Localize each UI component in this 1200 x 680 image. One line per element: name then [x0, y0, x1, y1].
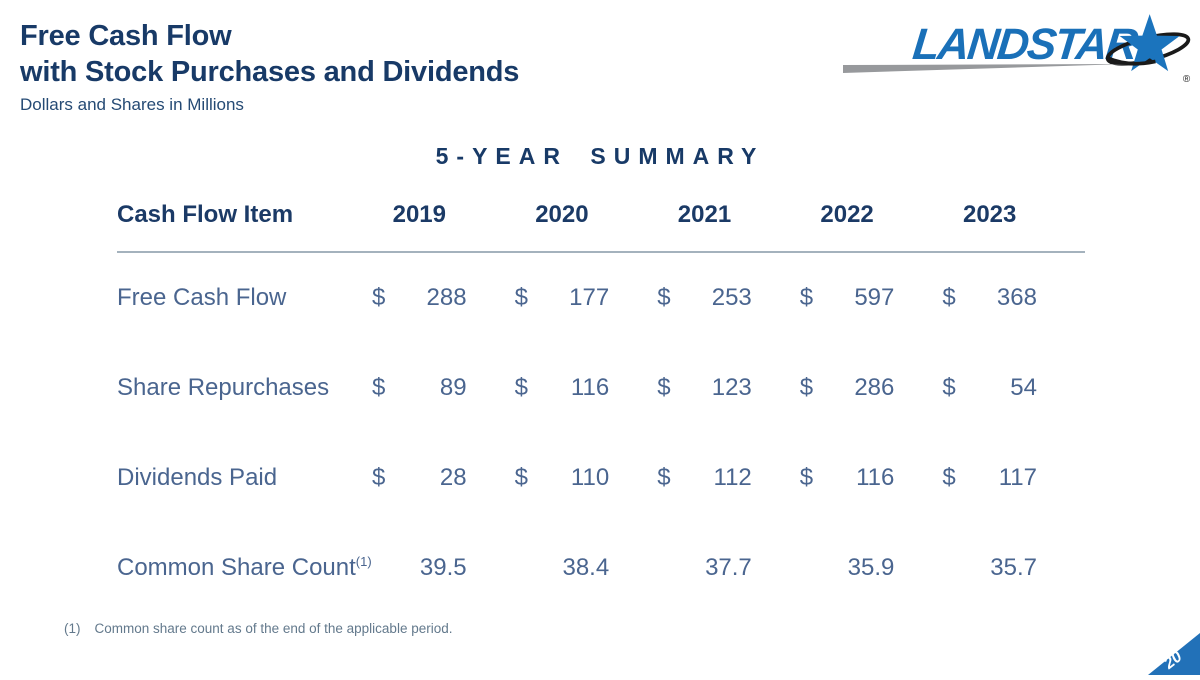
currency-symbol: $ — [942, 374, 956, 401]
value: 117 — [998, 464, 1037, 491]
row-label: Common Share Count(1) — [117, 554, 372, 582]
title-block: Free Cash Flow with Stock Purchases and … — [20, 18, 519, 115]
value: 35.9 — [847, 554, 895, 581]
row-label-text: Common Share Count — [117, 554, 356, 581]
currency-symbol: $ — [657, 464, 671, 491]
currency-symbol: $ — [942, 464, 956, 491]
currency-symbol: $ — [514, 374, 528, 401]
table-header-row: Cash Flow Item 2019 2020 2021 2022 2023 — [117, 196, 1085, 251]
value: 288 — [426, 284, 467, 311]
footnote-text: Common share count as of the end of the … — [94, 621, 453, 636]
row-label: Share Repurchases — [117, 374, 372, 402]
column-header-year-2023: 2023 — [962, 201, 1017, 228]
column-header-year-2022: 2022 — [820, 201, 874, 228]
value-cell: $123 — [657, 374, 800, 402]
value-cell: $28 — [372, 464, 515, 492]
summary-table: Cash Flow Item 2019 2020 2021 2022 2023 … — [117, 196, 1085, 613]
value-cell: $116 — [800, 464, 943, 492]
value: 286 — [854, 374, 895, 401]
landstar-logo: LANDSTAR ® — [840, 12, 1192, 102]
column-header-year-2020: 2020 — [535, 201, 589, 228]
page-corner: 20 — [1148, 633, 1200, 675]
value: 112 — [713, 464, 752, 491]
column-header-year-2019: 2019 — [392, 201, 446, 228]
value-cell: 39.5 — [372, 554, 515, 582]
currency-symbol: $ — [372, 374, 386, 401]
page-corner-triangle: 20 — [1148, 633, 1200, 675]
currency-symbol: $ — [514, 464, 528, 491]
landstar-star-icon: ® — [1105, 14, 1191, 85]
row-label-text: Free Cash Flow — [117, 284, 287, 311]
value: 597 — [854, 284, 895, 311]
value: 110 — [570, 464, 610, 491]
section-heading: 5-YEAR SUMMARY — [435, 143, 765, 169]
currency-symbol: $ — [942, 284, 956, 311]
value-cell: $597 — [800, 284, 943, 312]
value: 39.5 — [419, 554, 467, 581]
table-row-share-repurchases: Share Repurchases $89 $116 $123 $286 $54 — [117, 343, 1085, 433]
value-cell: 38.4 — [515, 554, 658, 582]
subtitle: Dollars and Shares in Millions — [20, 95, 244, 114]
currency-symbol: $ — [799, 284, 814, 311]
table-row-dividends-paid: Dividends Paid $28 $110 $112 $116 $117 — [117, 433, 1085, 523]
currency-symbol: $ — [372, 464, 386, 491]
row-label-text: Dividends Paid — [117, 464, 278, 491]
value: 177 — [569, 284, 610, 311]
row-label: Free Cash Flow — [117, 284, 372, 312]
title-line-1: Free Cash Flow — [20, 20, 232, 52]
value-cell: $253 — [657, 284, 800, 312]
currency-symbol: $ — [799, 374, 814, 401]
footnote-marker: (1) — [64, 621, 81, 636]
currency-symbol: $ — [514, 284, 528, 311]
page-title: Free Cash Flow with Stock Purchases and … — [20, 18, 519, 90]
logo-swoosh — [843, 64, 1127, 73]
value-cell: 35.7 — [942, 554, 1085, 582]
value: 37.7 — [705, 554, 752, 581]
value: 116 — [856, 464, 895, 491]
value-cell: $89 — [372, 374, 515, 402]
currency-symbol: $ — [657, 284, 671, 311]
value: 116 — [570, 374, 610, 401]
value-cell: $112 — [657, 464, 800, 492]
value: 28 — [439, 464, 467, 491]
value-cell: 35.9 — [800, 554, 943, 582]
value-cell: $288 — [372, 284, 515, 312]
currency-symbol: $ — [372, 284, 386, 311]
value-cell: $116 — [515, 374, 658, 402]
value: 89 — [439, 374, 467, 401]
registered-mark: ® — [1183, 74, 1191, 85]
table-row-free-cash-flow: Free Cash Flow $288 $177 $253 $597 $368 — [117, 253, 1085, 343]
row-label-text: Share Repurchases — [117, 374, 330, 401]
value-cell: $110 — [515, 464, 658, 492]
currency-symbol: $ — [799, 464, 814, 491]
value-cell: $117 — [942, 464, 1085, 492]
currency-symbol: $ — [657, 374, 671, 401]
value-cell: $177 — [515, 284, 658, 312]
column-header-year-2021: 2021 — [677, 201, 732, 228]
footnote: (1) Common share count as of the end of … — [64, 621, 452, 636]
table-row-common-share-count: Common Share Count(1) 39.5 38.4 37.7 35.… — [117, 523, 1085, 613]
value-cell: 37.7 — [657, 554, 800, 582]
value: 54 — [1010, 374, 1037, 401]
title-line-2: with Stock Purchases and Dividends — [20, 56, 520, 88]
value-cell: $286 — [800, 374, 943, 402]
value-cell: $368 — [942, 284, 1085, 312]
value: 123 — [711, 374, 752, 401]
row-label: Dividends Paid — [117, 464, 372, 492]
value: 368 — [996, 284, 1037, 311]
column-header-item: Cash Flow Item — [117, 201, 294, 228]
header-divider — [117, 251, 1085, 253]
value: 253 — [711, 284, 752, 311]
value: 38.4 — [562, 554, 610, 581]
row-label-superscript: (1) — [355, 554, 372, 569]
value-cell: $54 — [942, 374, 1085, 402]
value: 35.7 — [990, 554, 1037, 581]
